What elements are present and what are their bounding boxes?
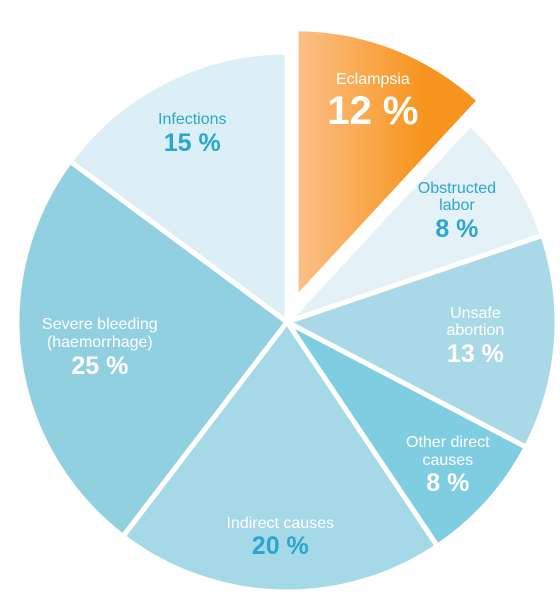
- pie-slice: [284, 319, 530, 550]
- category-label: Other direct causes: [406, 434, 490, 469]
- value-label: 25 %: [71, 351, 129, 380]
- slice-label: Infections 15 %: [158, 111, 226, 157]
- slice-label: Indirect causes 20 %: [226, 515, 334, 561]
- pie-slice: [14, 157, 291, 540]
- category-label: Unsafe abortion: [446, 304, 505, 340]
- pie-slice: [66, 49, 290, 327]
- value-label: 12 %: [327, 89, 419, 134]
- slice-label: Severe bleeding (haemorrhage) 25 %: [42, 316, 158, 380]
- value-label: 8 %: [435, 215, 479, 244]
- slice-label: Eclampsia 12 %: [327, 71, 418, 135]
- category-label: Severe bleeding (haemorrhage): [42, 316, 158, 351]
- pie-slice: [285, 120, 546, 325]
- slice-label: Obstructed labor 8 %: [418, 180, 496, 244]
- slice-label: Unsafe abortion 13 %: [433, 305, 518, 369]
- pie-slice: [119, 317, 441, 595]
- category-label: Infections: [158, 110, 227, 128]
- slice-label: Other direct causes 8 %: [406, 434, 490, 498]
- category-label: Indirect causes: [226, 514, 335, 532]
- value-label: 8 %: [426, 469, 470, 498]
- value-label: 20 %: [251, 532, 309, 561]
- category-label: Eclampsia: [335, 70, 410, 88]
- value-label: 13 %: [446, 339, 504, 368]
- pie-slice: [280, 232, 560, 451]
- category-label: Obstructed labor: [417, 179, 497, 215]
- pie-slice: [293, 26, 484, 306]
- value-label: 15 %: [163, 128, 221, 157]
